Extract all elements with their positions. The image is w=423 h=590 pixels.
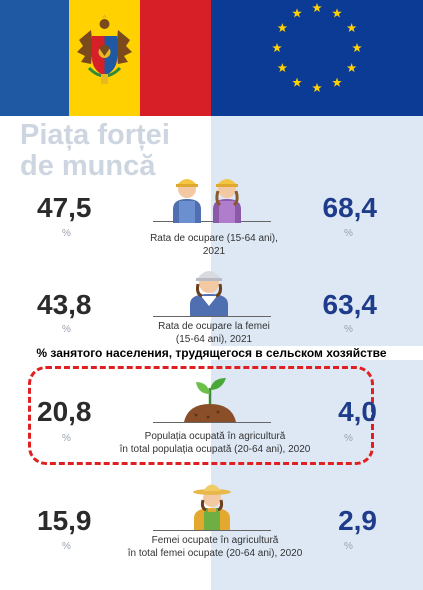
title-line-1: Piața forței — [20, 119, 170, 151]
row4-caption-line2: în total femei ocupate (20-64 ani), 2020 — [127, 548, 303, 559]
row3-left-percent: % — [62, 433, 71, 444]
two-workers-icon — [165, 165, 255, 228]
moldova-coat-of-arms-icon — [77, 14, 132, 84]
row3-right-percent: % — [344, 433, 353, 444]
row4-divider — [153, 530, 271, 531]
female-worker-icon — [186, 260, 232, 321]
row4-caption: Femei ocupate în agricultură în total fe… — [125, 534, 305, 560]
row2-divider — [153, 316, 271, 317]
row2-right-percent: % — [344, 324, 353, 335]
eu-star-icon — [277, 63, 288, 73]
row3-left-value: 20,8 — [37, 396, 92, 427]
eu-star-icon — [346, 63, 357, 73]
eu-star-icon — [272, 43, 282, 53]
row2-caption: Rata de ocupare la femei (15-64 ani), 20… — [140, 320, 288, 346]
row1-left-percent: % — [62, 228, 71, 239]
eu-star-icon — [332, 8, 342, 18]
row1-right-percent: % — [344, 228, 353, 239]
page-title: Piața forței de muncă — [20, 120, 170, 182]
row3-right-value: 4,0 — [338, 396, 377, 427]
row3-divider — [153, 422, 271, 423]
eu-star-icon — [352, 43, 362, 53]
row1-divider — [153, 221, 271, 222]
row2-caption-line2: (15-64 ani), 2021 — [175, 334, 253, 345]
eu-star-icon — [312, 3, 322, 13]
eu-star-icon — [292, 77, 302, 87]
row3-caption-line1: Populația ocupată în agricultură — [144, 431, 286, 442]
row2-caption-line1: Rata de ocupare la femei — [158, 321, 270, 332]
highlight-dashed-box — [28, 366, 374, 465]
seedling-icon — [180, 370, 240, 427]
row3-caption: Populația ocupată în agricultură în tota… — [115, 430, 315, 456]
title-line-2: de muncă — [20, 150, 156, 182]
moldova-flag-yellow — [69, 0, 140, 116]
eu-star-icon — [292, 8, 302, 18]
moldova-flag-red — [140, 0, 211, 116]
row2-right-value: 63,4 — [322, 289, 378, 320]
moldova-flag-blue — [0, 0, 69, 116]
row1-caption: Rata de ocupare (15-64 ani), 2021 — [150, 233, 278, 257]
row4-right-value: 2,9 — [338, 505, 377, 536]
eu-stars — [272, 3, 362, 93]
row1-right-value: 68,4 — [322, 192, 378, 223]
row2-left-percent: % — [62, 324, 71, 335]
eu-star-icon — [332, 77, 342, 87]
row3-caption-line2: în total populația ocupată (20-64 ani), … — [119, 444, 311, 455]
eu-star-icon — [312, 83, 322, 93]
farmer-woman-icon — [190, 474, 234, 535]
eu-star-icon — [277, 23, 288, 33]
row4-caption-line1: Femei ocupate în agricultură — [151, 535, 279, 546]
row4-left-percent: % — [62, 541, 71, 552]
overlay-caption: % занятого населения, трудящегося в сель… — [0, 346, 423, 360]
eu-star-icon — [346, 23, 357, 33]
row1-left-value: 47,5 — [37, 192, 92, 223]
eu-flag — [211, 0, 423, 116]
row2-left-value: 43,8 — [37, 289, 92, 320]
row4-right-percent: % — [344, 541, 353, 552]
row4-left-value: 15,9 — [37, 505, 92, 536]
